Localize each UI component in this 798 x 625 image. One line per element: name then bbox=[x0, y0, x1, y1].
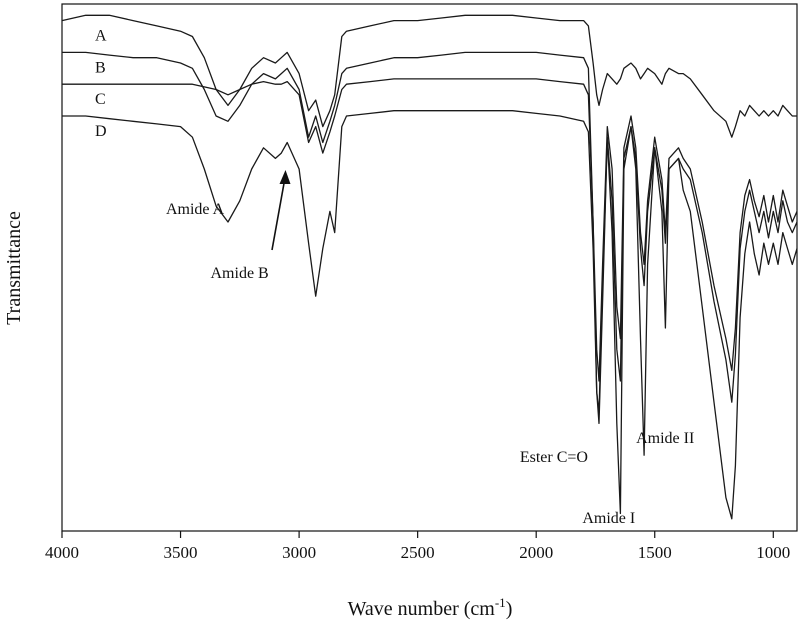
series-line-d bbox=[62, 110, 798, 520]
annotations: Amide A Amide B Ester C=O Amide I Amide II bbox=[166, 170, 694, 527]
x-axis-title-main: Wave number (cm bbox=[348, 598, 496, 620]
x-tick-label-3000: 3000 bbox=[282, 543, 316, 562]
x-axis: 4000 3500 3000 2500 2000 1500 1000 bbox=[45, 531, 790, 562]
annotation-amide-i: Amide I bbox=[582, 510, 635, 527]
series-label-a: A bbox=[95, 28, 107, 45]
amide-b-arrow bbox=[271, 174, 287, 251]
x-axis-title-end: ) bbox=[506, 598, 513, 620]
series-line-b bbox=[62, 51, 798, 414]
amide-b-arrowhead bbox=[279, 170, 291, 184]
x-axis-title: Wave number (cm-1) bbox=[348, 595, 513, 620]
annotation-amide-ii: Amide II bbox=[636, 430, 694, 447]
annotation-amide-b: Amide B bbox=[211, 265, 269, 282]
annotation-amide-a: Amide A bbox=[166, 201, 225, 218]
y-axis-title: Transmittance bbox=[3, 211, 25, 325]
plot-border bbox=[61, 3, 798, 532]
x-tick-label-1000: 1000 bbox=[756, 543, 790, 562]
series-label-c: C bbox=[95, 91, 106, 108]
x-tick-label-4000: 4000 bbox=[45, 543, 79, 562]
series-label-b: B bbox=[95, 59, 106, 76]
plot-frame bbox=[61, 3, 798, 532]
annotation-ester-c-o: Ester C=O bbox=[520, 449, 588, 466]
series-line-c bbox=[62, 78, 798, 382]
series-group bbox=[61, 14, 798, 520]
x-tick-label-2500: 2500 bbox=[401, 543, 435, 562]
x-tick-label-2000: 2000 bbox=[519, 543, 553, 562]
x-tick-label-3500: 3500 bbox=[164, 543, 198, 562]
series-label-d: D bbox=[95, 123, 107, 140]
series-line-a bbox=[61, 14, 797, 138]
x-tick-label-1500: 1500 bbox=[638, 543, 672, 562]
x-axis-title-superscript: -1 bbox=[495, 595, 506, 610]
